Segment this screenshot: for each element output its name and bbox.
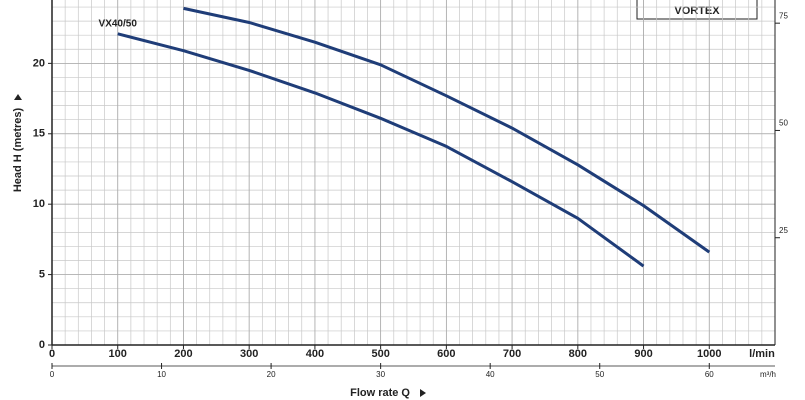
x-tick-label: 100 — [109, 348, 127, 360]
y2-tick-label: 75 — [779, 11, 788, 20]
x-tick-label: 1000 — [697, 348, 721, 360]
y-tick-label: 5 — [39, 268, 45, 280]
y-tick-label: 10 — [33, 198, 45, 210]
x-tick-label: 200 — [174, 348, 192, 360]
x-tick-label: 0 — [49, 348, 55, 360]
y-axis-arrow — [14, 94, 22, 100]
y2-tick-label: 25 — [779, 226, 788, 235]
y-axis-title: Head H (metres) — [12, 107, 24, 192]
x2-tick-label: 60 — [705, 370, 714, 379]
x-tick-label: 500 — [371, 348, 389, 360]
x-tick-label: 600 — [437, 348, 455, 360]
x-tick-label: 300 — [240, 348, 258, 360]
curve — [183, 6, 711, 254]
x2-tick-label: 20 — [267, 370, 276, 379]
x2-tick-label: 30 — [376, 370, 385, 379]
x-tick-label: 400 — [306, 348, 324, 360]
series-label: VX40/50 — [99, 18, 138, 29]
y-tick-label: 0 — [39, 339, 45, 351]
x-tick-label: 700 — [503, 348, 521, 360]
y-tick-label: 15 — [33, 128, 45, 140]
x2-tick-label: 10 — [157, 370, 166, 379]
x-tick-label: 900 — [634, 348, 652, 360]
x2-tick-label: 50 — [595, 370, 604, 379]
x-axis-title: Flow rate Q — [350, 387, 410, 399]
x2-tick-label: 40 — [486, 370, 495, 379]
x-unit: l/min — [749, 348, 775, 360]
x-axis-arrow — [420, 389, 426, 397]
x-tick-label: 800 — [569, 348, 587, 360]
x2-unit: m³/h — [760, 370, 776, 379]
legend-box — [636, 0, 758, 20]
x2-tick-label: 0 — [50, 370, 55, 379]
legend-text: VORTEX — [674, 5, 720, 17]
y-tick-label: 20 — [33, 57, 45, 69]
curve — [117, 32, 645, 268]
y2-tick-label: 50 — [779, 119, 788, 128]
